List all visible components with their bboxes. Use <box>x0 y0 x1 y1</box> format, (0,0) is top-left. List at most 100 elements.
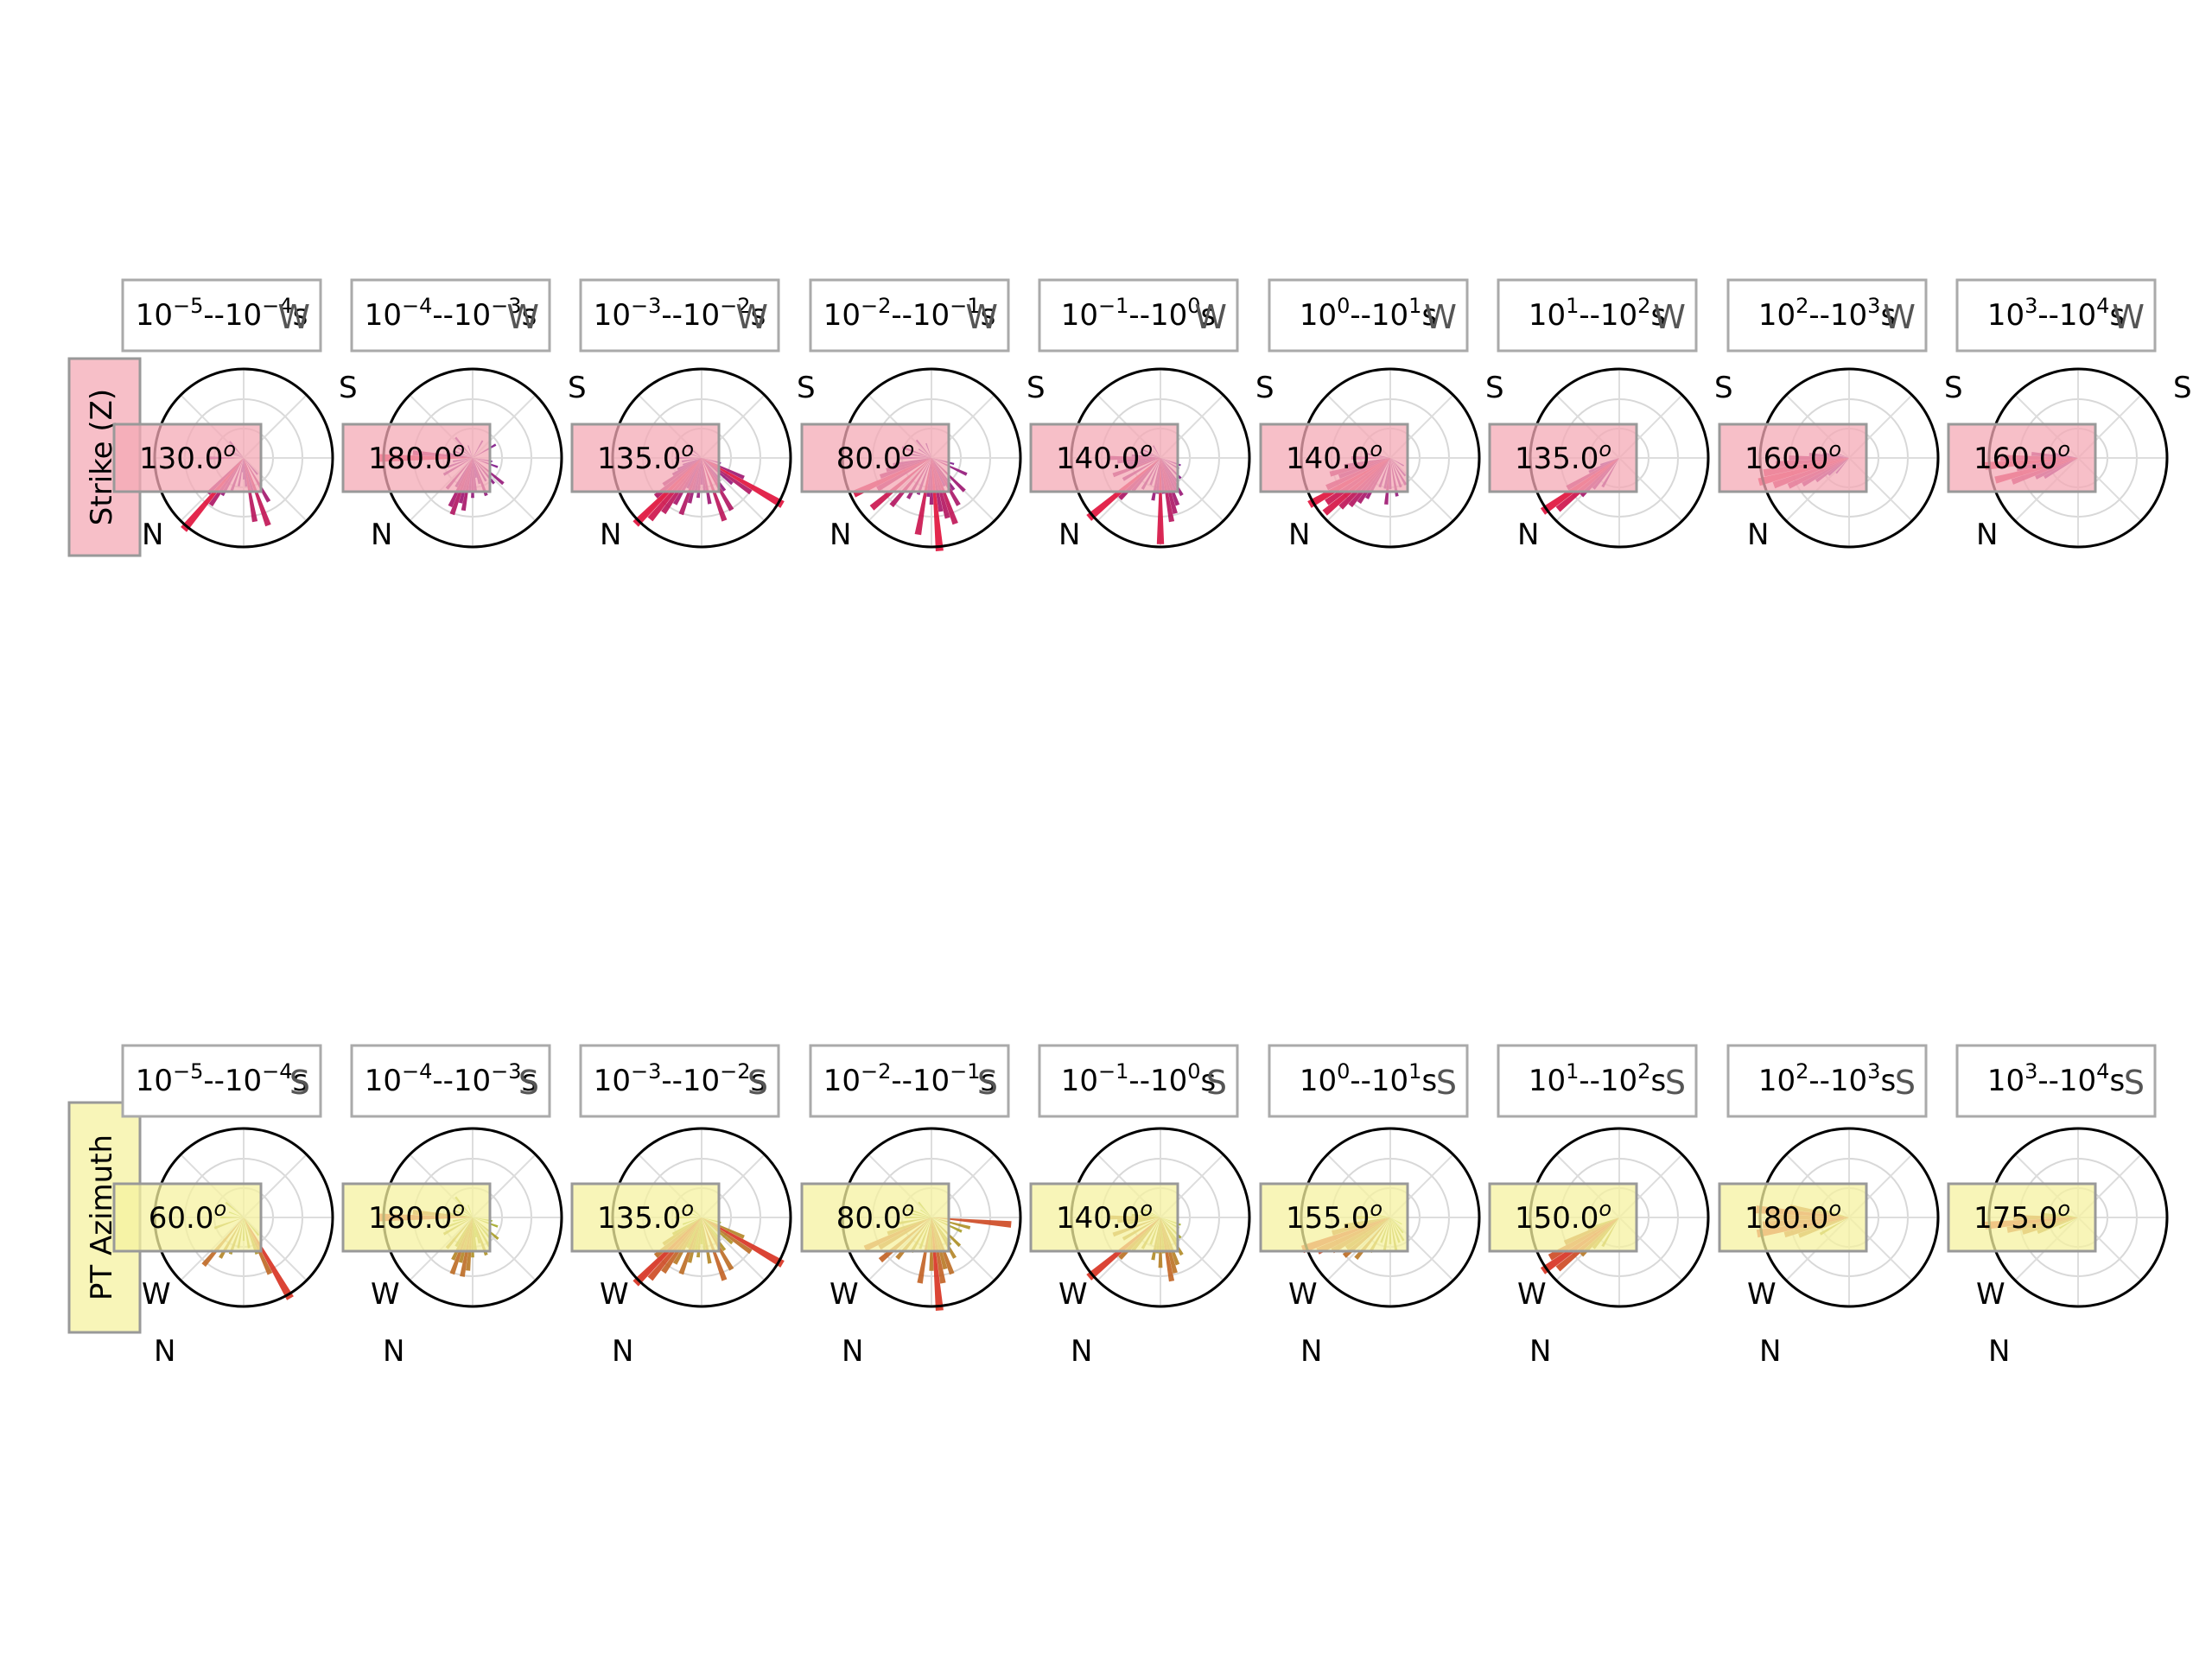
compass-label-w: W <box>1058 1277 1088 1312</box>
compass-label-n: N <box>612 1334 633 1369</box>
compass-label-s: S <box>1944 371 1963 405</box>
compass-label-s: S <box>1255 371 1274 405</box>
degree-symbol: o <box>452 1197 465 1221</box>
period-band-text: 100--101s <box>1300 1059 1437 1098</box>
compass-label-s: S <box>1714 371 1733 405</box>
compass-label-overlap: W <box>1424 298 1457 336</box>
compass-label-w: W <box>1747 1277 1777 1312</box>
period-band-text: 10−2--10−1s <box>823 1059 996 1098</box>
period-band-text: 10−3--10−2s <box>594 1059 766 1098</box>
rose-panel: 130.0o 10−5--10−4sW S N <box>112 278 358 552</box>
median-value-text: 140.0o <box>1286 437 1382 476</box>
degree-symbol: o <box>902 1197 915 1221</box>
period-band-header: 10−4--10−3s <box>350 1044 551 1118</box>
compass-label-w: W <box>600 1277 629 1312</box>
compass-label-s: S <box>1485 371 1504 405</box>
period-band-text: 100--101s <box>1300 294 1437 333</box>
median-value-label: 180.0o <box>341 1182 492 1253</box>
median-value-box <box>341 1182 492 1253</box>
rose-panels: 130.0o10−5--10−4sWSN180.0o10−4--10−3sWSN… <box>112 278 2192 1369</box>
period-band-box <box>350 278 551 353</box>
median-value-box <box>112 423 263 493</box>
median-value-text: 130.0o <box>139 437 236 476</box>
degree-symbol: o <box>1140 437 1153 461</box>
degree-symbol: o <box>2057 1197 2070 1221</box>
degree-symbol: o <box>1828 437 1841 461</box>
period-band-text: 10−1--100s <box>1061 294 1216 333</box>
median-value-text: 180.0o <box>368 437 465 476</box>
median-value-box <box>800 1182 950 1253</box>
median-value-label: 175.0o <box>1947 1182 2097 1253</box>
median-value-box <box>1259 423 1409 493</box>
median-value-label: 180.0o <box>1718 1182 1868 1253</box>
period-band-box <box>809 1044 1010 1118</box>
rose-panel: 135.0o 10−3--10−2sS WN <box>570 1044 792 1369</box>
period-band-text: 10−5--10−4s <box>136 1059 308 1098</box>
median-value-text: 175.0o <box>1974 1197 2070 1236</box>
compass-label-overlap: S <box>1665 1064 1686 1102</box>
median-value-text: 135.0o <box>597 437 694 476</box>
degree-symbol: o <box>223 437 236 461</box>
rose-wedge <box>702 1217 785 1268</box>
median-value-label: 80.0o <box>800 423 950 493</box>
period-band-box <box>579 278 780 353</box>
period-band-text: 10−2--10−1s <box>823 294 996 333</box>
rose-panel: 135.0o 10−3--10−2sW S N <box>570 278 816 552</box>
rose-panel: 180.0o 10−4--10−3sS WN <box>341 1044 563 1369</box>
compass-label-s: S <box>797 371 816 405</box>
degree-symbol: o <box>1370 437 1382 461</box>
median-value-box <box>570 1182 721 1253</box>
period-band-text: 103--104s <box>1987 1059 2125 1098</box>
compass-label-overlap: S <box>1206 1064 1227 1102</box>
degree-symbol: o <box>1599 1197 1611 1221</box>
median-value-text: 155.0o <box>1286 1197 1382 1236</box>
degree-symbol: o <box>1599 437 1611 461</box>
median-value-label: 135.0o <box>570 1182 721 1253</box>
period-band-text: 10−4--10−3s <box>365 1059 537 1098</box>
compass-label-overlap: W <box>2112 298 2145 336</box>
period-band-box <box>1955 1044 2157 1118</box>
compass-label-w: W <box>1288 1277 1318 1312</box>
period-band-text: 102--103s <box>1758 1059 1896 1098</box>
median-value-label: 80.0o <box>800 1182 950 1253</box>
median-value-text: 135.0o <box>597 1197 694 1236</box>
period-band-header: 10−2--10−1s <box>809 278 1010 353</box>
period-band-header: 10−1--100s <box>1038 1044 1239 1118</box>
median-value-box <box>1718 423 1868 493</box>
rose-wedge <box>931 1217 1012 1228</box>
median-value-box <box>341 423 492 493</box>
period-band-header: 103--104s <box>1955 278 2157 353</box>
period-band-box <box>1726 278 1928 353</box>
row-strike: 130.0o10−5--10−4sWSN180.0o10−4--10−3sWSN… <box>112 278 2192 552</box>
compass-label-s: S <box>339 371 358 405</box>
period-band-box <box>1038 278 1239 353</box>
median-value-label: 135.0o <box>570 423 721 493</box>
compass-label-overlap: S <box>518 1064 539 1102</box>
median-value-label: 60.0o <box>112 1182 263 1253</box>
period-band-box <box>579 1044 780 1118</box>
compass-label-overlap: S <box>2124 1064 2145 1102</box>
degree-symbol: o <box>2057 437 2070 461</box>
period-band-box <box>1038 1044 1239 1118</box>
median-value-box <box>112 1182 263 1253</box>
degree-symbol: o <box>1140 1197 1153 1221</box>
compass-label-n: N <box>1071 1334 1092 1369</box>
median-value-box <box>1947 1182 2097 1253</box>
median-value-box <box>1488 423 1638 493</box>
compass-label-n: N <box>1517 518 1539 552</box>
compass-label-n: N <box>371 518 392 552</box>
period-band-text: 103--104s <box>1987 294 2125 333</box>
compass-label-w: W <box>830 1277 859 1312</box>
median-value-text: 140.0o <box>1056 437 1153 476</box>
rose-wedge <box>702 458 785 508</box>
period-band-header: 10−5--10−4s <box>121 278 322 353</box>
median-value-box <box>1029 423 1179 493</box>
compass-label-overlap: W <box>277 298 310 336</box>
median-value-label: 135.0o <box>1488 423 1638 493</box>
